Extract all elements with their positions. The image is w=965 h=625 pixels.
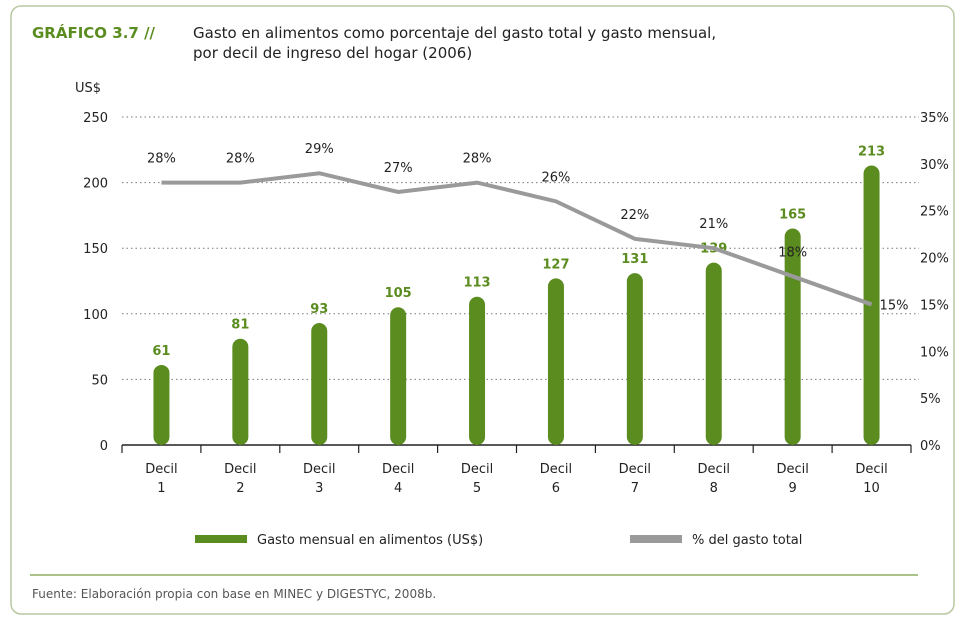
y2-tick-label: 35% xyxy=(920,111,949,126)
bar-label: 213 xyxy=(858,145,885,160)
bar-label: 127 xyxy=(542,257,569,272)
bar xyxy=(469,296,486,445)
y2-tick-label: 15% xyxy=(920,298,949,313)
y2-tick-label: 20% xyxy=(920,252,949,267)
y2-tick-label: 30% xyxy=(920,158,949,173)
bar xyxy=(311,322,328,445)
y2-tick-label: 10% xyxy=(920,345,949,360)
bar-label: 165 xyxy=(779,208,806,223)
y-tick-label: 250 xyxy=(83,111,108,126)
y-tick-label: 50 xyxy=(91,373,108,388)
bar-label: 61 xyxy=(152,344,170,359)
line-label: 28% xyxy=(226,152,255,167)
x-tick-label: Decil 7 xyxy=(618,462,652,496)
legend-swatch xyxy=(630,535,682,543)
y-tick-label: 0 xyxy=(100,439,108,454)
line-label: 15% xyxy=(880,298,909,313)
line-label: 28% xyxy=(463,152,492,167)
line-label: 28% xyxy=(147,152,176,167)
line-label: 29% xyxy=(305,142,334,157)
x-tick-label: Decil 2 xyxy=(224,462,257,496)
x-tick-label: Decil 5 xyxy=(460,462,494,496)
bar-label: 93 xyxy=(310,302,328,317)
line-label: 21% xyxy=(699,217,728,232)
bar-label: 131 xyxy=(621,252,648,267)
line-label: 22% xyxy=(620,208,649,223)
bar xyxy=(153,364,170,445)
y-tick-label: 200 xyxy=(83,177,108,192)
chart-label: GRÁFICO 3.7 // xyxy=(32,23,156,42)
legend-label: Gasto mensual en alimentos (US$) xyxy=(257,533,483,548)
source: Fuente: Elaboración propia con base en M… xyxy=(32,587,436,601)
legend-swatch xyxy=(195,535,247,543)
x-tick-label: Decil 9 xyxy=(776,462,809,496)
x-tick-label: Decil 8 xyxy=(697,462,730,496)
bar xyxy=(863,165,880,445)
bar xyxy=(547,278,564,445)
chart-title: por decil de ingreso del hogar (2006) xyxy=(193,44,472,62)
chart-title: Gasto en alimentos como porcentaje del g… xyxy=(193,24,716,42)
x-tick-label: Decil 1 xyxy=(145,462,178,496)
frame xyxy=(10,5,955,615)
y-tick-label: 150 xyxy=(83,242,108,257)
bar xyxy=(705,262,722,445)
bar xyxy=(626,273,643,445)
bar-label: 81 xyxy=(231,318,249,333)
bar xyxy=(232,338,249,445)
line xyxy=(161,171,873,307)
x-tick-label: Decil 10 xyxy=(855,462,888,496)
line-label: 18% xyxy=(778,245,807,260)
y2-tick-label: 25% xyxy=(920,205,949,220)
bar xyxy=(390,307,407,445)
legend-label: % del gasto total xyxy=(692,533,802,548)
x-tick-label: Decil 4 xyxy=(381,462,415,496)
y-tick-label: 100 xyxy=(83,308,108,323)
y2-tick-label: 5% xyxy=(920,392,941,407)
x-tick-label: Decil 6 xyxy=(539,462,573,496)
y2-tick-label: 0% xyxy=(920,439,941,454)
x-tick-label: Decil 3 xyxy=(303,462,336,496)
bar-label: 113 xyxy=(463,276,490,291)
bar xyxy=(784,228,801,445)
line-label: 27% xyxy=(384,161,413,176)
y-axis-label: US$ xyxy=(75,81,101,96)
bar-label: 105 xyxy=(385,286,412,301)
line-label: 26% xyxy=(541,170,570,185)
